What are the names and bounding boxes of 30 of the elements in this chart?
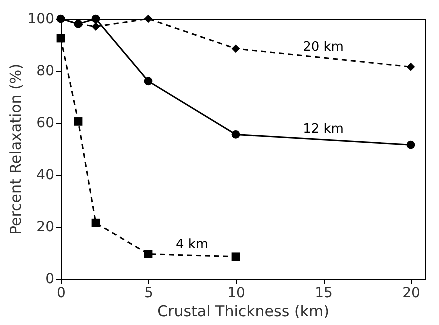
series-label: 4 km — [176, 238, 209, 253]
point — [74, 118, 83, 126]
point — [92, 218, 100, 228]
point — [232, 44, 240, 54]
y-tick-label: 100 — [28, 12, 54, 28]
y-axis-title: Percent Relaxation (%) — [6, 64, 25, 236]
y-tick-label: 20 — [36, 220, 54, 236]
x-tick-label: 15 — [315, 286, 333, 302]
x-tick-label: 5 — [144, 286, 154, 302]
x-tick-label: 10 — [228, 286, 246, 302]
point — [406, 140, 416, 150]
x-tick-label: 20 — [402, 286, 420, 302]
point — [74, 20, 83, 28]
point — [144, 14, 153, 24]
series-label: 12 km — [303, 122, 344, 137]
y-tick-label: 40 — [36, 168, 54, 184]
point — [232, 130, 240, 139]
point — [144, 250, 153, 258]
x-tick-label: 0 — [57, 286, 66, 302]
point — [92, 14, 100, 24]
point — [92, 22, 100, 31]
point — [232, 252, 240, 262]
point — [406, 62, 416, 72]
series-label: 20 km — [303, 40, 344, 55]
point — [144, 77, 153, 86]
y-tick-label: 0 — [46, 272, 54, 288]
y-tick-label: 80 — [36, 64, 54, 80]
point — [56, 34, 66, 43]
y-tick-label: 60 — [36, 116, 54, 132]
x-axis-title: Crustal Thickness (km) — [158, 302, 330, 320]
